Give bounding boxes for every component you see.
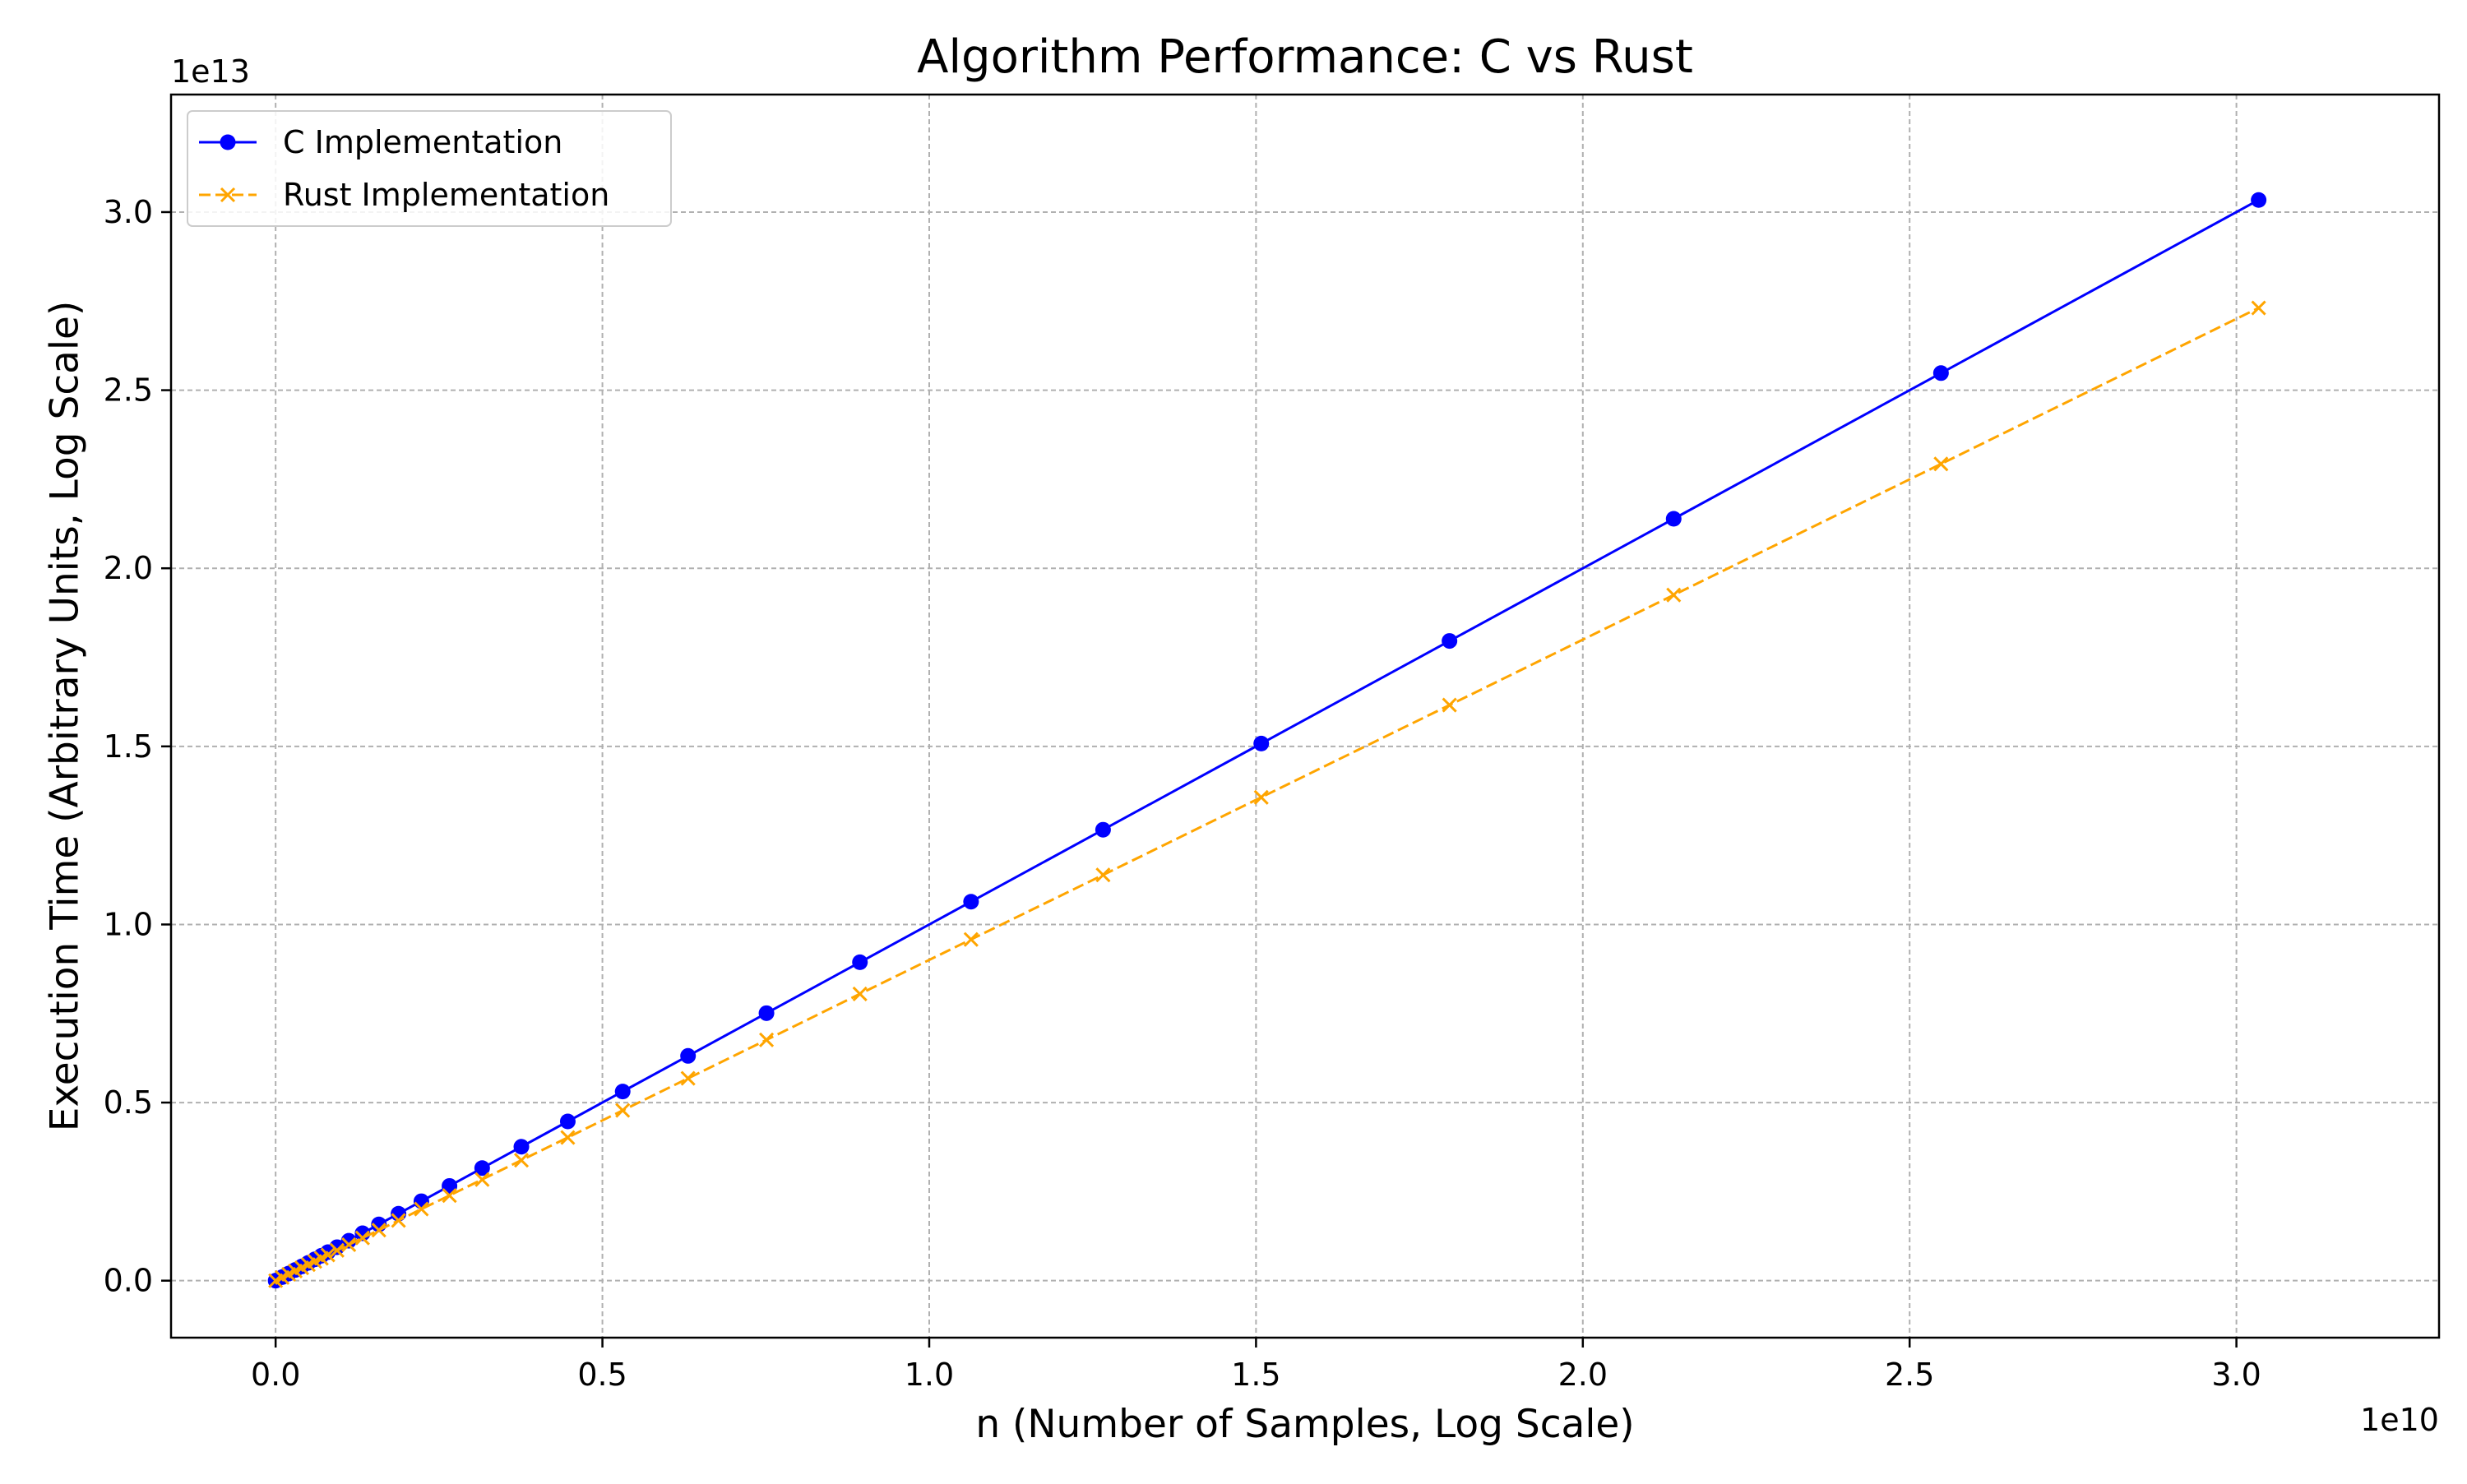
series-2 (268, 300, 2266, 1288)
data-point (1442, 697, 1457, 713)
plot-frame (169, 93, 2441, 1339)
series-group (267, 192, 2267, 1289)
data-point (391, 1213, 406, 1228)
chart-title: Algorithm Performance: C vs Rust (917, 30, 1693, 84)
data-point (340, 1232, 357, 1249)
x-tick-label: 2.0 (1558, 1357, 1608, 1393)
ticks: 0.0 0.5 1.0 1.5 2.0 2.5 3.0 0.0 0.5 1.0 1.5 2.0 2.5 3… (104, 194, 2261, 1393)
data-point (1933, 456, 1949, 472)
data-point (414, 1201, 429, 1217)
data-point (474, 1172, 490, 1187)
data-point (354, 1230, 370, 1246)
data-point (1666, 587, 1682, 603)
legend: C Implementation Rust Implementation (187, 110, 672, 227)
y-tick-label: 2.5 (104, 372, 153, 409)
data-point (513, 1139, 530, 1155)
data-point (1253, 789, 1269, 805)
x-tick-label: 0.0 (251, 1357, 300, 1393)
data-point (1095, 821, 1111, 838)
data-point (963, 932, 979, 947)
legend-marker (220, 134, 236, 150)
grid (171, 95, 2439, 1338)
data-point (513, 1153, 530, 1168)
data-point (329, 1242, 345, 1258)
data-point (852, 954, 868, 970)
data-point (560, 1130, 576, 1145)
legend-box (187, 110, 672, 227)
x-tick-label: 2.5 (1885, 1357, 1934, 1393)
data-point (615, 1103, 631, 1118)
x-tick-label: 1.0 (905, 1357, 954, 1393)
legend-label: C Implementation (283, 124, 562, 160)
x-tick-label: 0.5 (577, 1357, 627, 1393)
data-point (442, 1188, 457, 1204)
legend-entry: Rust Implementation (199, 177, 609, 213)
data-point (1665, 511, 1682, 527)
data-point (1442, 633, 1458, 650)
x-axis-label: n (Number of Samples, Log Scale) (975, 1402, 1634, 1447)
legend-marker (220, 187, 236, 203)
x-tick-label: 3.0 (2211, 1357, 2261, 1393)
y-tick-label: 3.0 (104, 194, 153, 230)
x-tick-label: 1.5 (1231, 1357, 1280, 1393)
y-axis-offset-label: 1e13 (171, 53, 250, 90)
data-point (1932, 365, 1949, 381)
data-point (759, 1032, 775, 1047)
x-axis-offset-label: 1e10 (2360, 1402, 2439, 1438)
data-point (963, 894, 979, 910)
data-point (1095, 867, 1111, 883)
y-tick-label: 2.0 (104, 550, 153, 586)
data-point (2251, 300, 2266, 316)
data-point (2251, 192, 2267, 208)
y-tick-label: 1.0 (104, 906, 153, 942)
data-point (341, 1237, 357, 1252)
data-point (680, 1070, 696, 1086)
data-point (474, 1160, 490, 1177)
y-tick-label: 0.5 (104, 1084, 153, 1121)
legend-entry: C Implementation (199, 124, 562, 160)
y-tick-label: 1.5 (104, 728, 153, 765)
data-point (559, 1113, 576, 1130)
legend-label: Rust Implementation (283, 177, 609, 213)
legend-entries: C Implementation Rust Implementation (199, 124, 609, 213)
data-point (852, 986, 868, 1001)
data-point (680, 1047, 697, 1064)
data-point (1253, 735, 1270, 751)
data-point (758, 1005, 775, 1021)
data-point (320, 1247, 336, 1263)
series-line (275, 307, 2260, 1283)
data-point (442, 1177, 458, 1194)
series-1 (267, 192, 2267, 1289)
data-point (371, 1223, 386, 1238)
y-axis-label: Execution Time (Arbitrary Units, Log Sca… (43, 301, 88, 1132)
y-tick-label: 0.0 (104, 1263, 153, 1299)
data-point (614, 1084, 631, 1100)
